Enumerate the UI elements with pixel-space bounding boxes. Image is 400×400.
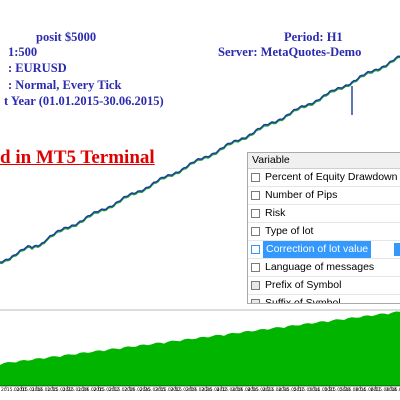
variable-label: Type of lot: [265, 225, 314, 237]
x-tick-label: 2015.04.02: [201, 388, 227, 393]
x-tick-label: 2015.05.07: [278, 388, 304, 393]
headline: d in MT5 Terminal: [0, 147, 155, 168]
x-tick-label: 2015.04.16: [232, 388, 258, 393]
variable-checkbox[interactable]: [251, 173, 260, 182]
variable-checkbox[interactable]: [251, 281, 260, 290]
x-tick-label: 2015.01.15: [31, 388, 58, 393]
x-tick-label: 2015.02.26: [124, 388, 150, 393]
variable-checkbox[interactable]: [251, 227, 260, 236]
variable-row[interactable]: Suffix of Symbol: [248, 295, 400, 304]
variable-label: Percent of Equity Drawdown: [265, 171, 398, 183]
variable-checkbox[interactable]: [251, 245, 260, 254]
panel-header: Variable: [248, 153, 400, 169]
x-tick-label: 2015.03.19: [170, 388, 197, 393]
x-tick-label: 2015.03.26: [185, 388, 212, 393]
symbol-label: : EURUSD: [8, 61, 67, 75]
deposit-load-fill: [0, 311, 400, 386]
variable-row[interactable]: Prefix of Symbol: [248, 277, 400, 295]
server-label: Server: MetaQuotes-Demo: [218, 45, 362, 59]
x-tick-label: 2015.01.22: [47, 388, 73, 393]
x-tick-label: 2015.05.28: [324, 388, 351, 393]
x-tick-label: 2015.04.30: [262, 388, 289, 393]
variable-label: Risk: [265, 207, 286, 219]
x-tick-label: 2015.02.12: [93, 388, 120, 393]
test-period-label: t Year (01.01.2015-30.06.2015): [4, 94, 164, 108]
x-tick-label: 2015.05.21: [309, 388, 335, 393]
x-tick-label: 2015.06.25: [386, 388, 400, 393]
x-tick-label: 2015.04.23: [247, 388, 274, 393]
x-tick-label: 2015.06.11: [355, 388, 381, 393]
variable-label: Suffix of Symbol: [265, 297, 341, 304]
variable-checkbox[interactable]: [251, 263, 260, 272]
variable-row[interactable]: Correction of lot value: [248, 241, 400, 259]
variable-label: Correction of lot value: [263, 241, 372, 258]
x-tick-label: 2015.02.19: [108, 388, 135, 393]
leverage-label: 1:500: [8, 45, 38, 59]
x-tick-label: 2015.03.05: [139, 388, 166, 393]
variable-row[interactable]: Type of lot: [248, 223, 400, 241]
x-tick-label: 2015.06.18: [370, 388, 397, 393]
x-tick-label: 2015.05.14: [293, 388, 320, 393]
deposit-load-area: [0, 311, 400, 386]
x-tick-label: 2015.02.05: [78, 388, 104, 393]
variable-label: Number of Pips: [265, 189, 338, 201]
variable-label: Prefix of Symbol: [265, 279, 342, 291]
equity-line: [0, 56, 400, 265]
x-tick-label: 2015.01.01: [1, 388, 27, 393]
variable-label: Language of messages: [265, 261, 375, 273]
balance-line: [0, 55, 400, 263]
variable-row[interactable]: Percent of Equity Drawdown: [248, 169, 400, 187]
variable-checkbox[interactable]: [251, 191, 260, 200]
x-tick-label: 2015.01.08: [16, 388, 43, 393]
x-tick-label: 2015.03.12: [155, 388, 181, 393]
variable-panel: Variable Percent of Equity Drawdown Numbe…: [247, 152, 400, 304]
timeframe-label: Period: H1: [284, 30, 343, 44]
x-tick-label: 2015.04.09: [216, 388, 243, 393]
variable-checkbox[interactable]: [251, 299, 260, 303]
variable-checkbox[interactable]: [251, 209, 260, 218]
variable-row[interactable]: Risk: [248, 205, 400, 223]
x-tick-label: 2015.06.04: [339, 388, 366, 393]
variable-row[interactable]: Language of messages: [248, 259, 400, 277]
variable-row[interactable]: Number of Pips: [248, 187, 400, 205]
model-label: : Normal, Every Tick: [8, 78, 122, 92]
x-tick-label: 2015.01.29: [62, 388, 89, 393]
x-axis-ticks: [5, 386, 392, 389]
deposit-label: posit $5000: [36, 30, 97, 44]
